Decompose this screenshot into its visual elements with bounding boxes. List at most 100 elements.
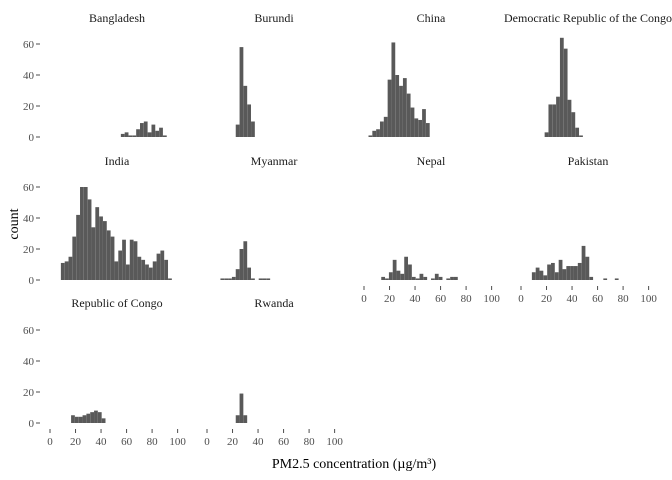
- histogram-bar: [571, 112, 576, 137]
- histogram-bar: [239, 249, 244, 280]
- histogram-bar: [148, 267, 153, 280]
- histogram-bar: [258, 278, 263, 280]
- facet-label-rwanda: Rwanda: [254, 296, 294, 310]
- histogram-bar: [235, 124, 240, 137]
- histogram-bar: [556, 96, 560, 137]
- x-tick-label: 40: [96, 436, 108, 448]
- histogram-bar: [239, 393, 244, 423]
- histogram-bar: [579, 135, 583, 137]
- histogram-bar: [133, 241, 138, 280]
- histogram-bar: [575, 127, 580, 137]
- histogram-bar: [136, 129, 140, 137]
- histogram-bar: [391, 42, 396, 138]
- histogram-bar: [122, 239, 126, 280]
- y-tick-label: 40: [23, 356, 35, 368]
- histogram-bar: [419, 273, 424, 280]
- histogram-bar: [86, 413, 91, 423]
- histogram-bar: [547, 264, 551, 280]
- histogram-bar: [614, 278, 619, 280]
- histogram-bar: [423, 276, 428, 280]
- histogram-bar: [411, 276, 416, 280]
- facet-label-burundi: Burundi: [254, 11, 294, 25]
- facet-label-democratic-republic-of-the-congo: Democratic Republic of the Congo: [504, 11, 672, 25]
- histogram-bar: [559, 37, 564, 137]
- histogram-bar: [251, 278, 255, 280]
- histogram-bar: [235, 269, 240, 280]
- histogram-bar: [68, 256, 73, 280]
- facet-label-nepal: Nepal: [417, 154, 446, 168]
- histogram-bar: [535, 267, 540, 280]
- histogram-bar: [372, 130, 377, 137]
- y-tick-label: 60: [23, 182, 35, 194]
- histogram-bar: [156, 253, 161, 280]
- histogram-bar: [243, 241, 248, 280]
- histogram-bar: [422, 109, 426, 137]
- histogram-bar: [247, 267, 251, 280]
- x-tick-label: 80: [304, 436, 316, 448]
- x-tick-label: 40: [567, 293, 579, 305]
- histogram-bar: [247, 104, 251, 137]
- x-tick-label: 20: [70, 436, 82, 448]
- histogram-bar: [114, 261, 119, 280]
- y-tick-label: 60: [23, 39, 35, 51]
- x-tick-label: 80: [147, 436, 159, 448]
- x-tick-label: 100: [326, 436, 343, 448]
- histogram-bar: [147, 132, 152, 137]
- histogram-bar: [431, 278, 435, 280]
- histogram-bar: [450, 276, 454, 280]
- y-tick-label: 0: [29, 132, 35, 144]
- histogram-bar: [454, 276, 458, 280]
- y-tick-label: 40: [23, 213, 35, 225]
- histogram-bar: [74, 416, 79, 423]
- facet-label-myanmar: Myanmar: [251, 154, 298, 168]
- histogram-bar: [164, 259, 169, 280]
- histogram-bar: [438, 276, 443, 280]
- histogram-bar: [101, 418, 106, 423]
- histogram-bar: [132, 135, 137, 137]
- histogram-bar: [141, 259, 146, 280]
- y-tick-label: 40: [23, 70, 35, 82]
- x-tick-label: 100: [483, 293, 500, 305]
- histogram-bar: [558, 259, 563, 280]
- histogram-bar: [577, 262, 582, 280]
- histogram-bar: [64, 261, 69, 280]
- histogram-bar: [563, 48, 568, 137]
- histogram-bar: [83, 187, 88, 280]
- histogram-bar: [539, 270, 544, 280]
- histogram-bar: [145, 264, 149, 280]
- histogram-bar: [446, 278, 451, 280]
- histogram-bar: [82, 415, 87, 423]
- histogram-bar: [220, 278, 225, 280]
- histogram-bar: [71, 415, 75, 423]
- histogram-bar: [91, 227, 96, 280]
- histogram-bar: [97, 412, 102, 423]
- x-tick-label: 0: [204, 436, 210, 448]
- histogram-bar: [140, 123, 144, 137]
- histogram-bar: [224, 278, 229, 280]
- histogram-bar: [573, 266, 578, 280]
- histogram-bar: [404, 256, 408, 280]
- histogram-bar: [379, 121, 384, 137]
- x-tick-label: 20: [384, 293, 396, 305]
- histogram-bar: [231, 276, 236, 280]
- histogram-bar: [554, 272, 559, 280]
- histogram-bar: [376, 129, 380, 137]
- x-tick-label: 0: [518, 293, 524, 305]
- histogram-bar: [60, 262, 65, 280]
- histogram-bar: [387, 79, 392, 137]
- x-tick-label: 60: [592, 293, 604, 305]
- histogram-bar: [388, 272, 393, 280]
- x-tick-label: 20: [227, 436, 239, 448]
- histogram-bar: [155, 130, 160, 137]
- histogram-bar: [125, 264, 130, 280]
- histogram-bar: [402, 78, 407, 137]
- y-tick-label: 20: [23, 244, 35, 256]
- y-tick-label: 0: [29, 418, 35, 430]
- histogram-bar: [80, 187, 84, 280]
- histogram-bar: [87, 199, 92, 280]
- histogram-bar: [239, 47, 244, 137]
- histogram-bar: [589, 276, 594, 280]
- x-axis-title: PM2.5 concentration (µg/m³): [272, 457, 437, 472]
- y-tick-label: 0: [29, 275, 35, 287]
- histogram-bar: [251, 121, 255, 137]
